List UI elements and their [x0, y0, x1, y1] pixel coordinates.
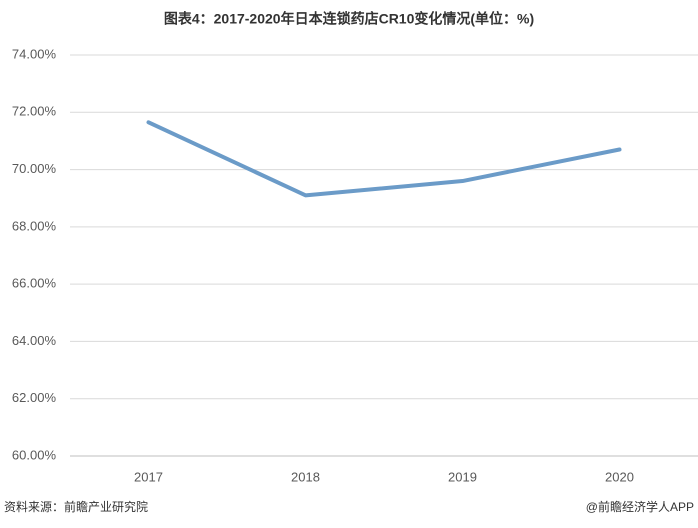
y-tick-label: 62.00% [12, 390, 57, 405]
x-tick-label: 2017 [134, 469, 163, 484]
y-tick-label: 74.00% [12, 46, 57, 61]
chart-title: 图表4：2017-2020年日本连锁药店CR10变化情况(单位：%) [164, 11, 534, 27]
credit: @前瞻经济学人APP [586, 499, 694, 514]
x-tick-label: 2020 [605, 469, 634, 484]
x-tick-label: 2018 [291, 469, 320, 484]
data-line [146, 120, 622, 198]
source: 资料来源：前瞻产业研究院 [4, 499, 148, 514]
y-tick-label: 70.00% [12, 161, 57, 176]
y-tick-label: 60.00% [12, 447, 57, 462]
y-tick-label: 72.00% [12, 104, 57, 119]
y-tick-label: 64.00% [12, 333, 57, 348]
y-tick-label: 66.00% [12, 276, 57, 291]
y-tick-label: 68.00% [12, 218, 57, 233]
x-tick-label: 2019 [448, 469, 477, 484]
